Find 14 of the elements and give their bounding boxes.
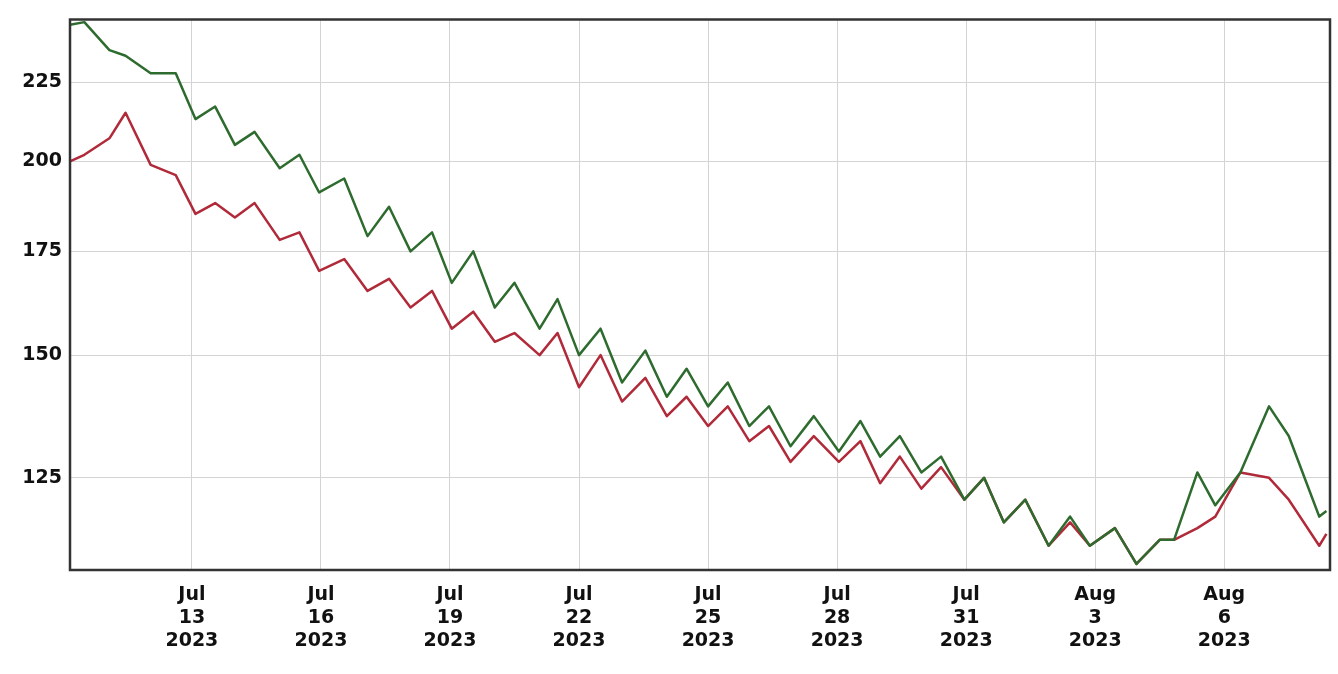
x-tick-label: Jul 28 2023 — [810, 582, 864, 650]
x-tick-label: Aug 6 2023 — [1197, 582, 1251, 650]
x-tick-label: Jul 25 2023 — [681, 582, 735, 650]
x-tick-label: Jul 16 2023 — [294, 582, 348, 650]
y-tick-label: 150 — [22, 342, 62, 365]
x-tick-label: Jul 19 2023 — [423, 582, 477, 650]
y-tick-label: 125 — [22, 464, 62, 487]
y-tick-label: 200 — [22, 148, 62, 171]
y-tick-label: 225 — [22, 69, 62, 92]
x-tick-label: Jul 13 2023 — [165, 582, 219, 650]
x-tick-label: Jul 22 2023 — [552, 582, 606, 650]
y-tick-label: 175 — [22, 238, 62, 261]
x-tick-label: Jul 31 2023 — [939, 582, 993, 650]
x-tick-label: Aug 3 2023 — [1068, 582, 1122, 650]
